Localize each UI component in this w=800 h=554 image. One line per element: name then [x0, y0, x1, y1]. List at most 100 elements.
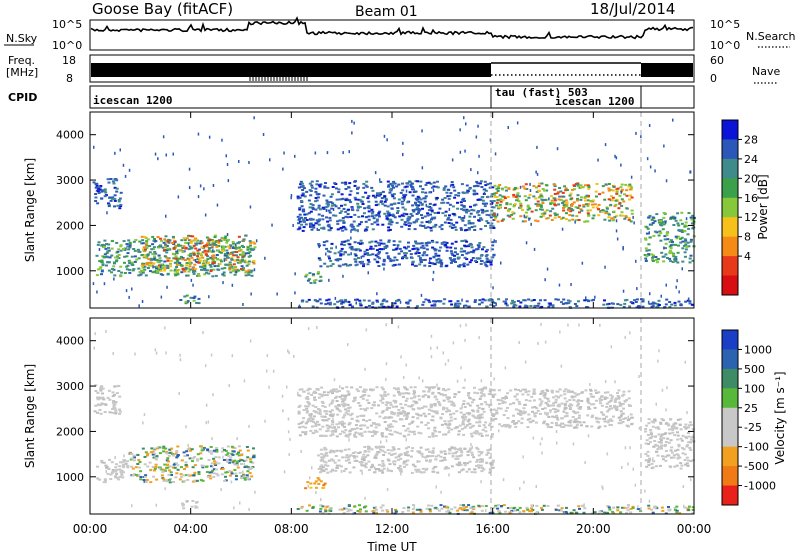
echo-cell — [587, 214, 591, 217]
echo-cell — [512, 305, 516, 308]
echo-cell — [100, 259, 104, 262]
echo-cell — [405, 451, 409, 454]
echo-cell — [517, 420, 521, 423]
echo-cell — [224, 235, 228, 238]
echo-cell — [685, 462, 689, 465]
echo-cell — [215, 258, 219, 261]
echo-cell — [100, 261, 104, 264]
echo-cell — [249, 244, 252, 247]
echo-cell — [664, 450, 668, 452]
echo-cell — [557, 403, 561, 406]
echo-cell — [143, 235, 147, 238]
echo-cell — [333, 182, 337, 185]
echo-cell — [565, 205, 569, 208]
echo-cell — [497, 402, 501, 405]
echo-cell — [361, 456, 365, 459]
echo-cell — [448, 449, 452, 452]
echo-cell — [545, 184, 549, 187]
echo-cell — [175, 450, 179, 452]
echo-cell — [628, 198, 632, 201]
echo-cell — [333, 461, 337, 464]
echo-cell — [342, 422, 346, 425]
echo-cell — [459, 201, 463, 204]
echo-cell — [523, 306, 527, 309]
echo-cell — [416, 407, 420, 410]
echo-cell — [440, 263, 444, 266]
echo-cell — [352, 400, 356, 403]
echo-cell — [455, 426, 459, 429]
echo-cell — [346, 456, 350, 459]
echo-cell — [116, 385, 120, 388]
echo-cell — [427, 413, 431, 415]
echo-cell — [686, 464, 690, 467]
echo-cell — [533, 412, 537, 415]
echo-cell — [326, 429, 330, 432]
echo-cell — [679, 304, 683, 306]
colorbar-cell — [722, 158, 738, 179]
echo-cell — [184, 300, 188, 303]
echo-cell — [207, 459, 211, 461]
echo-cell — [587, 184, 591, 187]
echo-cell — [625, 194, 629, 197]
echo-cell — [535, 186, 538, 189]
echo-cell — [176, 273, 180, 276]
echo-cell — [668, 301, 672, 303]
echo-cell — [142, 246, 146, 249]
echo-cell — [454, 261, 457, 263]
echo-cell — [196, 453, 200, 456]
echo-cell — [213, 234, 217, 237]
echo-cell — [489, 261, 493, 264]
echo-cell — [341, 305, 345, 308]
echo-cell — [381, 410, 385, 413]
echo-cell — [436, 300, 440, 302]
echo-cell — [309, 217, 313, 220]
echo-cell — [96, 411, 100, 414]
echo-cell — [393, 256, 397, 259]
echo-cell — [359, 262, 363, 265]
echo-cell — [306, 400, 310, 403]
noise-cell — [649, 165, 652, 169]
echo-cell — [172, 237, 176, 240]
echo-cell — [398, 432, 402, 435]
echo-cell — [539, 402, 543, 405]
echo-cell — [414, 201, 417, 204]
echo-cell — [353, 435, 357, 438]
echo-cell — [165, 264, 169, 267]
echo-cell — [550, 199, 554, 202]
echo-cell — [206, 262, 210, 265]
echo-cell — [311, 204, 315, 207]
echo-cell — [450, 446, 454, 449]
echo-cell — [434, 455, 438, 458]
echo-cell — [491, 466, 495, 469]
echo-cell — [411, 260, 415, 263]
echo-cell — [334, 430, 338, 433]
echo-cell — [129, 458, 133, 461]
echo-cell — [219, 258, 223, 261]
echo-cell — [514, 304, 518, 307]
echo-cell — [297, 406, 301, 408]
echo-cell — [383, 245, 387, 248]
echo-cell — [524, 183, 528, 186]
echo-cell — [394, 405, 398, 408]
echo-cell — [166, 247, 170, 250]
echo-cell — [175, 263, 179, 266]
echo-cell — [417, 204, 421, 207]
echo-cell — [412, 221, 416, 224]
echo-cell — [115, 241, 119, 244]
echo-cell — [327, 223, 331, 226]
echo-cell — [669, 247, 673, 250]
noise-cell — [172, 152, 174, 156]
echo-cell — [572, 201, 576, 204]
echo-cell — [331, 433, 335, 436]
echo-cell — [150, 248, 154, 251]
echo-cell — [193, 263, 197, 266]
echo-cell — [114, 470, 118, 473]
noise-cell — [431, 216, 433, 220]
echo-cell — [321, 404, 325, 407]
noise-cell — [492, 286, 494, 290]
echo-cell — [113, 403, 117, 406]
echo-cell — [191, 460, 194, 463]
echo-cell — [114, 178, 118, 181]
echo-cell — [486, 451, 490, 454]
echo-cell — [381, 462, 385, 465]
